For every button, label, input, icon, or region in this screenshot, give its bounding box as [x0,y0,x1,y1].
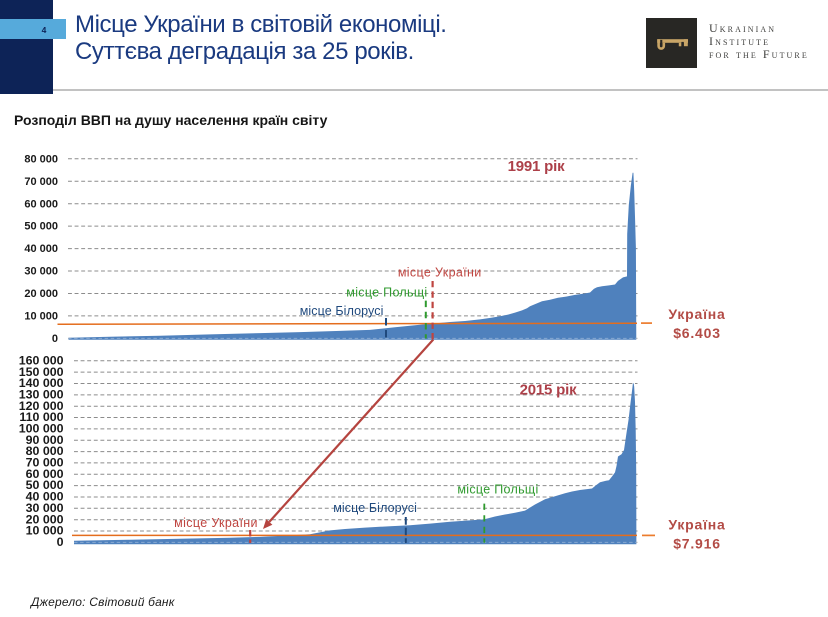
svg-text:160 000: 160 000 [19,353,64,367]
svg-text:50 000: 50 000 [24,221,58,233]
svg-text:місце України: місце України [174,516,258,530]
svg-text:60 000: 60 000 [26,467,64,481]
svg-text:$6.403: $6.403 [673,325,721,341]
svg-text:60 000: 60 000 [24,198,58,210]
svg-text:1991 рік: 1991 рік [508,158,565,175]
svg-text:20 000: 20 000 [24,288,58,300]
svg-text:110 000: 110 000 [19,410,63,424]
svg-text:130 000: 130 000 [19,388,64,402]
svg-text:0: 0 [52,333,58,345]
svg-text:2015 рік: 2015 рік [520,382,577,399]
svg-text:Україна: Україна [668,517,725,533]
svg-text:70 000: 70 000 [26,456,64,470]
svg-text:40 000: 40 000 [24,243,58,255]
svg-text:30 000: 30 000 [26,501,64,515]
svg-text:90 000: 90 000 [26,433,64,447]
svg-text:30 000: 30 000 [24,266,58,278]
svg-text:40 000: 40 000 [26,490,64,504]
svg-text:50 000: 50 000 [26,478,64,492]
svg-text:10 000: 10 000 [24,311,58,323]
svg-text:місце Польщі: місце Польщі [457,482,538,496]
svg-text:70 000: 70 000 [24,176,58,188]
svg-text:120 000: 120 000 [19,399,64,413]
svg-text:місце Білорусі: місце Білорусі [300,304,384,318]
svg-text:100 000: 100 000 [19,422,64,436]
svg-text:0: 0 [57,535,64,549]
svg-text:Україна: Україна [668,306,725,322]
svg-text:$7.916: $7.916 [673,536,721,552]
svg-text:150 000: 150 000 [19,365,64,379]
svg-text:місце Польщі: місце Польщі [346,286,427,300]
svg-text:місце Білорусі: місце Білорусі [333,501,417,515]
svg-text:20 000: 20 000 [26,512,64,526]
svg-text:80 000: 80 000 [24,153,58,165]
svg-text:10 000: 10 000 [26,524,64,538]
svg-text:місце України: місце України [398,266,482,280]
svg-text:80 000: 80 000 [26,444,64,458]
svg-text:140 000: 140 000 [19,376,64,390]
